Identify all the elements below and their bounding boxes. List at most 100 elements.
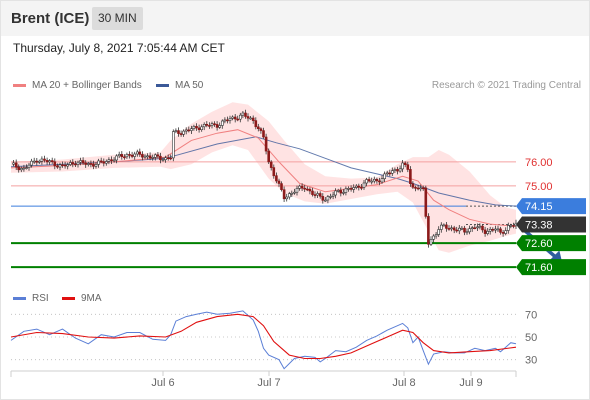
- candle-body: [308, 188, 312, 192]
- rsi-tick-label: 30: [525, 355, 537, 367]
- candle-body: [334, 190, 337, 196]
- candle-body: [84, 162, 87, 165]
- candle-body: [105, 161, 108, 164]
- candle-body: [383, 173, 386, 179]
- candle-body: [401, 162, 404, 170]
- candle-body: [154, 154, 157, 158]
- candle-body: [323, 199, 327, 202]
- candle-body: [442, 224, 446, 227]
- candle-body: [35, 160, 39, 163]
- candle-body: [298, 185, 301, 189]
- candle-body: [251, 117, 255, 121]
- candle-body: [275, 175, 278, 182]
- candle-body: [48, 160, 51, 163]
- candle-body: [396, 169, 399, 172]
- rsi-swatch: [13, 297, 26, 300]
- candle-body: [115, 155, 118, 161]
- candle-body: [450, 227, 453, 230]
- rsi-ma-line: [10, 313, 517, 360]
- candle-body: [491, 229, 495, 231]
- x-tick-label: Jul 7: [257, 377, 280, 389]
- candle-body: [17, 166, 21, 171]
- candle-body: [367, 179, 371, 182]
- support-tag: 71.60: [525, 262, 553, 274]
- candle-body: [403, 162, 407, 166]
- candle-body: [362, 182, 366, 188]
- candle-body: [66, 164, 69, 167]
- candle-body: [94, 164, 98, 167]
- candle-body: [437, 229, 441, 235]
- timeframe-badge[interactable]: 30 MIN: [92, 7, 143, 30]
- candle-body: [92, 163, 95, 167]
- x-tick-label: Jul 6: [151, 377, 174, 389]
- candle-body: [215, 124, 219, 128]
- candle-body: [295, 188, 299, 193]
- candle-body: [439, 224, 443, 230]
- candle-body: [496, 228, 500, 231]
- resistance-label: 76.00: [525, 157, 553, 169]
- candle-body: [76, 161, 80, 165]
- candle-body: [123, 156, 126, 159]
- candle-body: [411, 183, 415, 188]
- candle-body: [267, 150, 271, 163]
- candle-body: [427, 216, 430, 245]
- candle-body: [447, 228, 451, 230]
- support-tag-bg: [516, 259, 586, 276]
- candle-body: [509, 225, 513, 227]
- candle-body: [69, 162, 72, 165]
- candle-body: [226, 119, 229, 122]
- candle-body: [25, 167, 28, 169]
- candle-body: [244, 112, 247, 117]
- candle-body: [406, 164, 410, 170]
- candle-body: [316, 193, 319, 196]
- candle-body: [210, 123, 214, 126]
- instrument-title: Brent (ICE): [11, 10, 90, 27]
- candle-body: [133, 153, 136, 157]
- candle-body: [218, 125, 221, 128]
- candle-body: [61, 164, 64, 166]
- candle-body: [455, 229, 459, 232]
- candle-body: [30, 160, 33, 166]
- candle-body: [336, 190, 340, 192]
- candle-body: [277, 180, 281, 184]
- candle-body: [504, 230, 508, 234]
- candle-body: [40, 158, 44, 162]
- research-credit: Research © 2021 Trading Central: [431, 80, 581, 91]
- candle-body: [236, 118, 239, 121]
- candle-body: [416, 187, 420, 190]
- candle-body: [481, 225, 484, 231]
- candle-body: [499, 228, 502, 233]
- candle-body: [79, 160, 82, 163]
- candle-body: [43, 158, 46, 161]
- candle-body: [32, 160, 36, 163]
- candle-body: [246, 116, 250, 119]
- candle-body: [125, 154, 129, 158]
- candle-body: [172, 131, 175, 159]
- candle-body: [102, 161, 106, 164]
- pivot-tag-bg: [516, 198, 586, 215]
- candle-body: [429, 239, 433, 245]
- candle-body: [393, 169, 397, 171]
- candle-body: [200, 126, 203, 131]
- candle-body: [506, 225, 510, 231]
- candle-body: [202, 124, 206, 128]
- candle-body: [354, 185, 358, 188]
- rsi-tick-label: 70: [525, 309, 537, 321]
- resistance-label: 75.00: [525, 181, 553, 193]
- candle-body: [241, 112, 245, 116]
- candle-body: [398, 168, 402, 172]
- candle-body: [177, 130, 180, 134]
- candle-body: [74, 163, 77, 166]
- support-tag: 72.60: [525, 238, 553, 250]
- candle-body: [347, 188, 350, 190]
- candle-body: [97, 160, 100, 165]
- candle-body: [344, 188, 348, 193]
- current-price-tag: 73.38: [525, 220, 553, 232]
- ma50-line: [10, 136, 517, 207]
- candle-body: [221, 120, 224, 126]
- candle-body: [187, 129, 191, 132]
- candle-body: [424, 187, 428, 217]
- candle-body: [27, 164, 31, 168]
- candle-body: [452, 227, 456, 231]
- candle-body: [151, 157, 154, 159]
